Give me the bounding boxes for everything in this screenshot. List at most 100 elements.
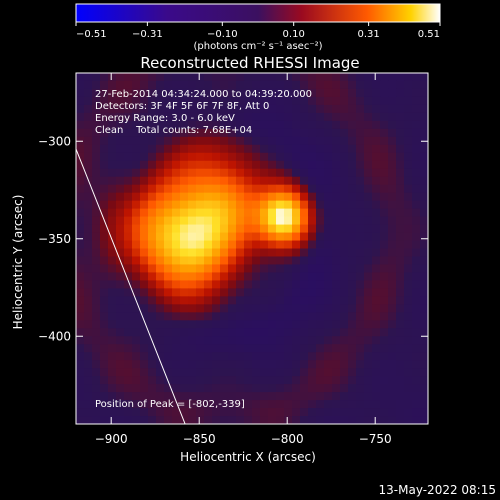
heatmap-cell bbox=[268, 376, 277, 385]
heatmap-cell bbox=[252, 256, 261, 265]
heatmap-cell bbox=[348, 408, 357, 417]
heatmap-cell bbox=[348, 208, 357, 218]
heatmap-cell bbox=[188, 368, 197, 377]
heatmap-cell bbox=[164, 248, 173, 257]
x-tick-label: −800 bbox=[271, 432, 304, 446]
heatmap-cell bbox=[76, 336, 85, 345]
heatmap-cell bbox=[180, 88, 189, 98]
heatmap-cell bbox=[276, 144, 285, 154]
heatmap-cell bbox=[124, 336, 133, 345]
heatmap-cell bbox=[396, 160, 405, 170]
heatmap-cell bbox=[148, 112, 157, 122]
heatmap-cell bbox=[116, 152, 125, 162]
heatmap-cell bbox=[156, 376, 165, 385]
heatmap-cell bbox=[236, 256, 245, 265]
heatmap-cell bbox=[228, 224, 237, 234]
heatmap-cell bbox=[404, 73, 413, 82]
heatmap-cell bbox=[188, 208, 197, 218]
heatmap-cell bbox=[148, 392, 157, 401]
heatmap-cell bbox=[412, 360, 421, 369]
heatmap-cell bbox=[172, 288, 181, 297]
heatmap-cell bbox=[220, 144, 229, 154]
heatmap-cell bbox=[356, 328, 365, 337]
heatmap-cell bbox=[284, 392, 293, 401]
heatmap-cell bbox=[156, 104, 165, 114]
heatmap-cell bbox=[132, 368, 141, 377]
heatmap-cell bbox=[180, 360, 189, 369]
heatmap-cell bbox=[348, 216, 357, 226]
heatmap-cell bbox=[212, 144, 221, 154]
heatmap-cell bbox=[140, 224, 149, 234]
heatmap-cell bbox=[396, 248, 405, 257]
heatmap-cell bbox=[124, 224, 133, 234]
heatmap-cell bbox=[236, 344, 245, 353]
heatmap-cell bbox=[252, 96, 261, 106]
heatmap-cell bbox=[180, 144, 189, 154]
heatmap-cell bbox=[332, 264, 341, 273]
heatmap-cell bbox=[364, 96, 373, 106]
heatmap-cell bbox=[316, 80, 325, 90]
heatmap-cell bbox=[140, 168, 149, 178]
heatmap-cell bbox=[292, 272, 301, 281]
heatmap-cell bbox=[212, 416, 221, 424]
heatmap-cell bbox=[268, 104, 277, 114]
heatmap-cell bbox=[332, 400, 341, 409]
heatmap-cell bbox=[252, 360, 261, 369]
heatmap-cell bbox=[420, 176, 428, 186]
heatmap-cell bbox=[220, 360, 229, 369]
heatmap-cell bbox=[76, 256, 85, 265]
heatmap-cell bbox=[420, 232, 428, 242]
heatmap-cell bbox=[116, 264, 125, 273]
heatmap-cell bbox=[276, 240, 285, 249]
heatmap-cell bbox=[324, 232, 333, 242]
heatmap-cell bbox=[180, 280, 189, 289]
heatmap-cell bbox=[372, 416, 381, 424]
heatmap-cell bbox=[324, 128, 333, 138]
heatmap-cell bbox=[164, 400, 173, 409]
heatmap-cell bbox=[116, 344, 125, 353]
heatmap-cell bbox=[324, 80, 333, 90]
heatmap-cell bbox=[420, 224, 428, 234]
heatmap-cell bbox=[156, 240, 165, 249]
heatmap-cell bbox=[372, 400, 381, 409]
heatmap-cell bbox=[260, 152, 269, 162]
heatmap-cell bbox=[244, 112, 253, 122]
heatmap-cell bbox=[228, 400, 237, 409]
heatmap-cell bbox=[268, 256, 277, 265]
heatmap-cell bbox=[92, 240, 101, 249]
heatmap-cell bbox=[340, 416, 349, 424]
heatmap-cell bbox=[244, 73, 253, 82]
heatmap-cell bbox=[412, 112, 421, 122]
heatmap-cell bbox=[268, 96, 277, 106]
heatmap-cell bbox=[332, 368, 341, 377]
heatmap-cell bbox=[300, 256, 309, 265]
heatmap-cell bbox=[412, 80, 421, 90]
heatmap-cell bbox=[316, 232, 325, 242]
heatmap-cell bbox=[140, 280, 149, 289]
heatmap-cell bbox=[324, 184, 333, 194]
heatmap-cell bbox=[372, 128, 381, 138]
heatmap-cell bbox=[380, 240, 389, 249]
heatmap-cell bbox=[308, 112, 317, 122]
heatmap-cell bbox=[116, 128, 125, 138]
heatmap-cell bbox=[84, 224, 93, 234]
heatmap-cell bbox=[300, 120, 309, 130]
heatmap-cell bbox=[156, 352, 165, 361]
heatmap-cell bbox=[324, 360, 333, 369]
heatmap-cell bbox=[244, 392, 253, 401]
heatmap-cell bbox=[188, 200, 197, 210]
heatmap-cell bbox=[180, 184, 189, 194]
heatmap-cell bbox=[356, 368, 365, 377]
heatmap-cell bbox=[220, 328, 229, 337]
heatmap-cell bbox=[332, 96, 341, 106]
heatmap-cell bbox=[300, 368, 309, 377]
heatmap-cell bbox=[332, 280, 341, 289]
heatmap-cell bbox=[268, 208, 277, 218]
heatmap-cell bbox=[116, 408, 125, 417]
heatmap-cell bbox=[196, 368, 205, 377]
heatmap-cell bbox=[388, 224, 397, 234]
heatmap-cell bbox=[220, 272, 229, 281]
heatmap-cell bbox=[140, 216, 149, 226]
heatmap-cell bbox=[404, 240, 413, 249]
heatmap-cell bbox=[284, 168, 293, 178]
